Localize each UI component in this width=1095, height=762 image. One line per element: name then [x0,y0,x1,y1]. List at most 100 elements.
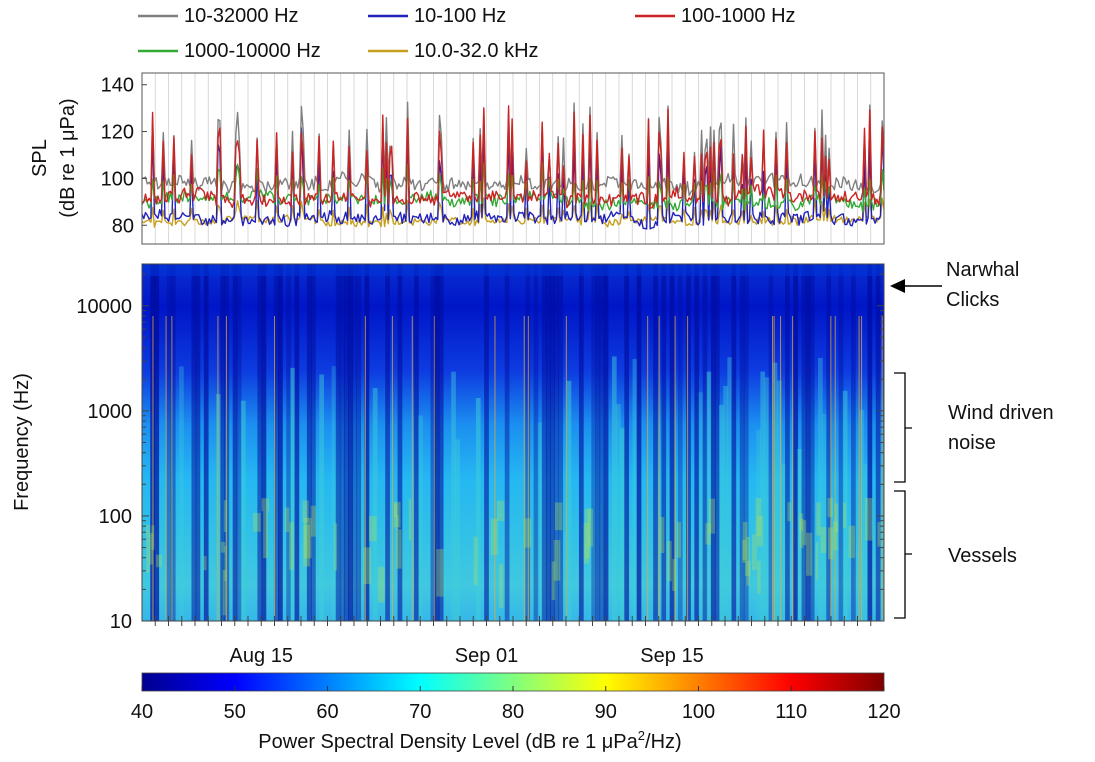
spectrogram-dark-column [545,264,551,621]
spectrogram-low-band-patch [799,518,804,548]
spectrogram-dark-column [438,264,444,621]
spectrogram-low-band-patch [220,541,226,553]
spectrogram-low-band-patch [832,521,838,551]
wind-bracket [894,372,912,483]
spectrogram-dark-column [232,264,238,621]
spectrogram-dark-column [624,264,630,621]
spectrogram-dark-column [430,264,436,621]
spectrogram-bright-column [632,359,638,621]
spectrogram-low-band-patch [395,529,402,569]
spectrogram-bright-column [764,377,770,621]
spectrogram-dark-column [595,264,601,621]
spectrogram-low-band-patch [554,502,563,531]
spectrogram-bright-column [706,371,712,621]
spectrogram-low-band-patch [303,517,312,559]
spectrogram-dark-column [261,264,267,621]
spectrogram-dark-column [578,264,584,621]
spectrogram-bright-column [723,385,728,621]
spectrogram-low-band-patch [223,500,227,533]
spectrogram-low-band-patch [303,524,310,567]
spectrogram-ylabel: Frequency (Hz) [11,373,33,511]
colorbar-tick-label: 90 [595,701,617,723]
spectrogram-bright-column [822,413,827,621]
spectrogram-dark-column [867,264,873,621]
spectrogram-low-band-patch [834,503,839,533]
spectrogram-low-band-patch [203,556,207,571]
spectrogram-low-band-patch [408,499,412,541]
spectrogram-x-ticks: Aug 15 Sep 01 Sep 15 [154,616,872,667]
spectrogram-low-band-patch [877,521,881,547]
spl-ytick-label: 120 [101,122,134,144]
spectrogram-low-band-patch [149,533,154,565]
spectrogram-dark-column [278,264,283,621]
spectrogram-dark-column [311,264,316,621]
wind-label-line2: noise [948,432,996,454]
spectrogram-dark-column [236,264,242,621]
spectrogram-bright-column [776,380,782,621]
spectrogram-bright-column [216,394,221,621]
spectrogram-dark-column [838,264,844,621]
spectrogram-low-band-patch [705,523,711,545]
spectrogram-low-band-patch [787,502,792,522]
spectrogram-xtick-label: Sep 15 [640,645,703,667]
spectrogram-dark-column [809,264,815,621]
spectrogram-bright-column [290,367,296,621]
colorbar-label: Power Spectral Density Level (dB re 1 μP… [258,728,681,753]
spl-series-line [142,105,884,210]
colorbar-label-prefix: Power Spectral Density Level (dB re 1 μP… [258,731,638,753]
colorbar-tick-label: 110 [775,701,807,723]
narwhal-arrow-head [890,279,905,293]
spectrogram-low-band-patch [815,542,819,580]
spectrogram-ytick-label: 1000 [88,401,133,423]
spectrogram-dark-column [603,264,609,621]
spectrogram-low-band-patch [263,511,268,559]
narwhal-label-line1: Narwhal [946,259,1019,281]
spectrogram-dark-column [364,264,370,621]
spectrogram-dark-column [385,264,390,621]
legend-label: 1000-10000 Hz [184,40,321,62]
spectrogram-low-band-patch [146,538,150,573]
spectrogram-low-band-patch [659,517,665,554]
spectrogram-low-band-patch [393,503,398,518]
spectrogram-bright-column [179,366,184,621]
spectrogram-low-band-patch [436,549,444,597]
spectrogram-low-band-patch [222,570,227,616]
legend-entry: 10-32000 Hz [138,5,299,27]
spectrogram-bright-column [331,366,337,621]
legend-label: 100-1000 Hz [681,5,796,27]
colorbar-tick-label: 120 [867,701,900,723]
spectrogram-low-band-patch [744,560,751,577]
colorbar-tick-label: 60 [316,701,338,723]
legend-label: 10.0-32.0 kHz [414,40,539,62]
spectrogram-low-band-patch [145,524,150,538]
spectrogram-dark-column [352,264,357,621]
spectrogram-dark-column [273,264,279,621]
spl-ylabel-line1: SPL [29,139,51,177]
spectrogram-low-band-patch [363,547,372,585]
spectrogram-dark-column [653,264,658,621]
spectrogram-low-band-patch [667,540,672,582]
spectrogram-low-band-patch [490,518,499,556]
spectrogram-bright-column [760,371,766,621]
spectrogram-low-band-patch [865,498,873,541]
spectrogram-low-band-patch [742,539,747,563]
spectrogram-panel: 10 100 1000 10000 Aug 15 Sep 01 Sep 15 Freque… [11,263,885,667]
spectrogram-dark-column [768,264,774,621]
spectrogram-dark-column [484,264,489,621]
spectrogram-dark-column [793,264,799,621]
spectrogram-low-band-patch [378,566,385,603]
spectrogram-dark-column [397,264,403,621]
spectrogram-dark-column [533,264,539,621]
spectrogram-bright-column [566,380,572,621]
spectrogram-dark-column [203,264,209,621]
spectrogram-dark-column [504,264,510,621]
legend-label: 10-100 Hz [414,5,506,27]
spectrogram-dark-column [550,264,555,621]
spectrogram-dark-column [191,264,197,621]
spectrogram-low-band-patch [499,564,504,609]
spectrogram-bright-column [240,400,246,621]
spectrogram-dark-column [306,264,312,621]
spectrogram-low-band-patch [587,508,594,547]
spectrogram-bright-column [455,439,461,621]
